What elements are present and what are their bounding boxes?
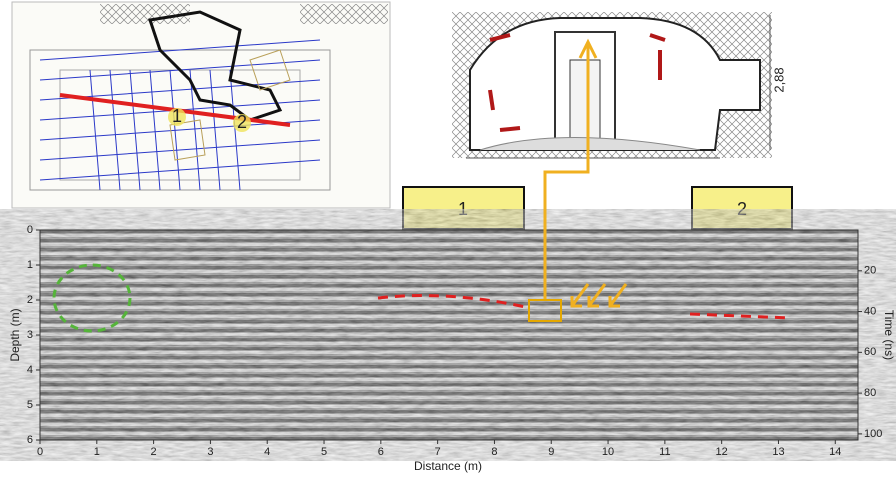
marker-label: 1 bbox=[458, 199, 468, 219]
x-tick-label: 1 bbox=[94, 446, 100, 458]
y-tick-label: 3 bbox=[27, 329, 33, 341]
x-tick-label: 5 bbox=[321, 446, 327, 458]
dimension-label: 2,88 bbox=[771, 67, 786, 92]
y-axis-label: Depth (m) bbox=[8, 308, 22, 361]
y2-tick-label: 40 bbox=[864, 305, 876, 317]
x-tick-label: 12 bbox=[716, 446, 728, 458]
section-drawing: 2,88 bbox=[452, 12, 786, 159]
radargram bbox=[39, 229, 859, 441]
y2-axis-label: Time (ns) bbox=[882, 310, 896, 360]
marker-label: 2 bbox=[737, 199, 747, 219]
plan-label: 1 bbox=[172, 106, 182, 126]
x-tick-label: 0 bbox=[37, 446, 43, 458]
y-tick-label: 2 bbox=[27, 294, 33, 306]
y2-tick-label: 100 bbox=[864, 428, 882, 440]
y-tick-label: 4 bbox=[27, 364, 33, 376]
plan-map: 1 2 bbox=[11, 1, 391, 209]
x-tick-label: 14 bbox=[829, 446, 841, 458]
x-tick-label: 4 bbox=[264, 446, 270, 458]
x-tick-label: 10 bbox=[602, 446, 614, 458]
plan-label: 2 bbox=[237, 112, 247, 132]
x-tick-label: 13 bbox=[772, 446, 784, 458]
x-tick-label: 7 bbox=[435, 446, 441, 458]
marker-box bbox=[691, 186, 793, 230]
x-tick-label: 2 bbox=[151, 446, 157, 458]
x-tick-label: 3 bbox=[207, 446, 213, 458]
y-tick-label: 5 bbox=[27, 399, 33, 411]
x-tick-label: 9 bbox=[548, 446, 554, 458]
y-tick-label: 6 bbox=[27, 434, 33, 446]
y-tick-label: 1 bbox=[27, 259, 33, 271]
y2-tick-label: 20 bbox=[864, 265, 876, 277]
x-tick-label: 6 bbox=[378, 446, 384, 458]
x-tick-label: 11 bbox=[659, 446, 670, 458]
y2-tick-label: 60 bbox=[864, 346, 876, 358]
x-tick-label: 8 bbox=[491, 446, 497, 458]
y2-tick-label: 80 bbox=[864, 387, 876, 399]
marker-box bbox=[402, 186, 525, 230]
y-tick-label: 0 bbox=[27, 224, 33, 236]
x-axis-label: Distance (m) bbox=[414, 459, 482, 473]
